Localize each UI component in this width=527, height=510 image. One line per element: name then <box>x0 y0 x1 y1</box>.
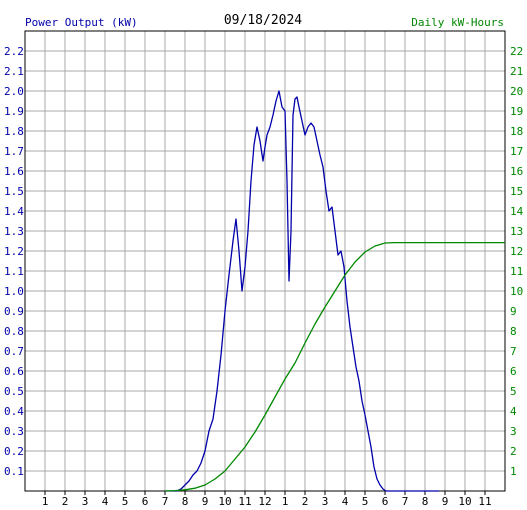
right-tick-label: 2 <box>510 445 517 458</box>
daily-kwh-line <box>164 241 505 492</box>
x-tick-label: 11 <box>238 495 251 508</box>
left-tick-label: 0.9 <box>4 305 24 318</box>
x-tick-label: 9 <box>202 495 209 508</box>
right-tick-label: 19 <box>510 105 523 118</box>
chart-grid <box>25 31 505 491</box>
left-tick-label: 2.0 <box>4 85 24 98</box>
right-tick-label: 22 <box>510 45 523 58</box>
left-tick-label: 1.3 <box>4 225 24 238</box>
left-tick-label: 1.4 <box>4 205 24 218</box>
right-tick-label: 4 <box>510 405 517 418</box>
x-tick-label: 10 <box>218 495 231 508</box>
left-axis-ticks: 0.1 0.2 0.3 0.4 0.5 0.6 0.7 0.8 0.9 1.0 1.1 1.2 1.3 1… <box>4 45 24 478</box>
left-tick-label: 1.0 <box>4 285 24 298</box>
right-tick-label: 11 <box>510 265 523 278</box>
left-tick-label: 1.2 <box>4 245 24 258</box>
x-tick-label: 5 <box>122 495 129 508</box>
x-tick-label: 1 <box>42 495 49 508</box>
chart-title: 09/18/2024 <box>224 13 302 28</box>
right-tick-label: 16 <box>510 165 523 178</box>
right-tick-label: 18 <box>510 125 523 138</box>
x-tick-label: 8 <box>422 495 429 508</box>
right-tick-label: 7 <box>510 345 517 358</box>
right-axis-title: Daily kW-Hours <box>411 16 504 29</box>
x-tick-label: 1 <box>282 495 289 508</box>
left-tick-label: 0.5 <box>4 385 24 398</box>
left-tick-label: 0.4 <box>4 405 24 418</box>
left-tick-label: 0.3 <box>4 425 24 438</box>
x-tick-label: 12 <box>258 495 271 508</box>
left-tick-label: 0.6 <box>4 365 24 378</box>
left-tick-label: 1.5 <box>4 185 24 198</box>
left-tick-label: 2.2 <box>4 45 24 58</box>
x-tick-label: 9 <box>442 495 449 508</box>
x-tick-label: 2 <box>62 495 69 508</box>
x-tick-label: 3 <box>82 495 89 508</box>
x-tick-label: 7 <box>162 495 169 508</box>
left-tick-label: 1.1 <box>4 265 24 278</box>
x-tick-label: 2 <box>302 495 309 508</box>
x-tick-label: 10 <box>458 495 471 508</box>
left-tick-label: 0.7 <box>4 345 24 358</box>
right-tick-label: 15 <box>510 185 523 198</box>
right-tick-label: 14 <box>510 205 524 218</box>
x-axis-ticks: 1 2 3 4 5 6 7 8 9 10 11 12 1 2 3 4 5 6 7 8 9 10 11 <box>42 491 492 508</box>
left-tick-label: 0.8 <box>4 325 24 338</box>
right-tick-label: 8 <box>510 325 517 338</box>
right-tick-label: 3 <box>510 425 517 438</box>
x-tick-label: 4 <box>342 495 349 508</box>
right-tick-label: 10 <box>510 285 523 298</box>
left-tick-label: 0.1 <box>4 465 24 478</box>
x-tick-label: 6 <box>382 495 389 508</box>
x-tick-label: 3 <box>322 495 329 508</box>
x-tick-label: 4 <box>102 495 109 508</box>
series-layer <box>164 90 505 492</box>
left-tick-label: 2.1 <box>4 65 24 78</box>
left-tick-label: 1.7 <box>4 145 24 158</box>
right-tick-label: 21 <box>510 65 523 78</box>
right-tick-label: 12 <box>510 245 523 258</box>
x-tick-label: 6 <box>142 495 149 508</box>
x-tick-label: 11 <box>478 495 491 508</box>
right-tick-label: 20 <box>510 85 523 98</box>
right-tick-label: 9 <box>510 305 517 318</box>
x-tick-label: 8 <box>182 495 189 508</box>
left-axis-title: Power Output (kW) <box>25 16 138 29</box>
right-tick-label: 1 <box>510 465 517 478</box>
right-tick-label: 6 <box>510 365 517 378</box>
right-tick-label: 17 <box>510 145 523 158</box>
left-tick-label: 0.2 <box>4 445 24 458</box>
left-tick-label: 1.9 <box>4 105 24 118</box>
left-tick-label: 1.8 <box>4 125 24 138</box>
right-tick-label: 13 <box>510 225 523 238</box>
right-tick-label: 5 <box>510 385 517 398</box>
x-tick-label: 5 <box>362 495 369 508</box>
power-output-line <box>165 90 439 492</box>
x-tick-label: 7 <box>402 495 409 508</box>
left-tick-label: 1.6 <box>4 165 24 178</box>
